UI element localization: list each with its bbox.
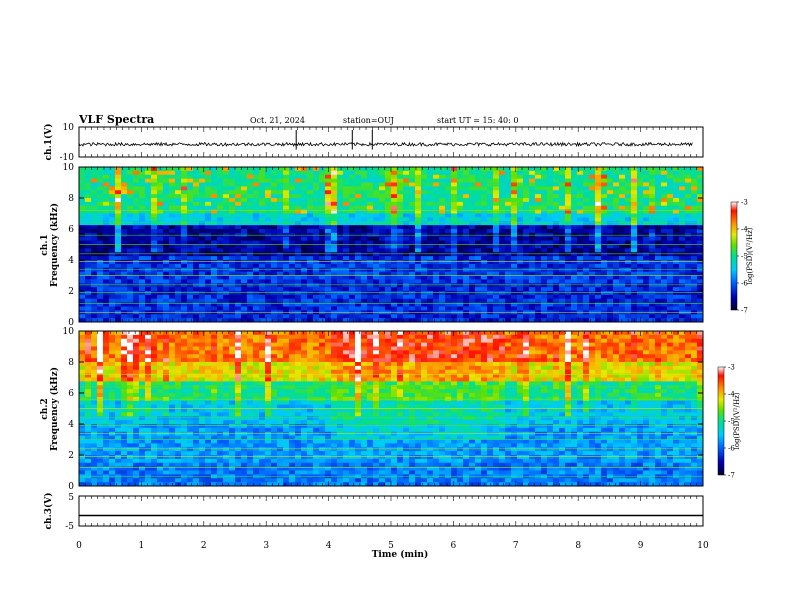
ch2-colorbar: [717, 366, 725, 476]
ch1-ytick-top: 10: [63, 123, 75, 133]
colorbar-tick-label: -4: [728, 391, 735, 399]
colorbar-tick-label: -7: [741, 307, 748, 315]
time-axis: 0 1 2 3 4 5 6 7 8 9 10: [76, 127, 709, 551]
ch2-yticks: 0 2 4 6 8 10: [63, 327, 703, 492]
time-tick-label: 8: [575, 541, 581, 551]
ch2-ylabel-line1: ch.2: [40, 398, 50, 419]
ch1-trace: [78, 141, 693, 148]
colorbar-tick-label: -5: [728, 418, 735, 426]
time-tick-label: 9: [638, 541, 644, 551]
ch1-waveform-panel: 10 -10 ch.1(V): [43, 123, 704, 163]
colorbar-tick-label: -7: [728, 472, 735, 480]
time-tick-label: 10: [697, 541, 709, 551]
time-tick-label: 0: [76, 541, 82, 551]
ch1-colorbar-ticks: -3 -4 -5 -6 -7: [737, 199, 748, 315]
ch2-colorbar-ticks: -3 -4 -5 -6 -7: [724, 364, 735, 480]
time-tick-label: 7: [513, 541, 519, 551]
ch1-ylabel-line2: Frequency (kHz): [49, 203, 60, 287]
freq-tick-label: 0: [68, 482, 74, 492]
ch1-spectrogram: [79, 167, 704, 323]
freq-tick-label: 6: [68, 225, 74, 235]
colorbar-tick-label: -4: [741, 226, 748, 234]
ch1-colorbar: [730, 201, 738, 311]
time-tick-label: 2: [201, 541, 207, 551]
date-label: Oct. 21, 2024: [250, 116, 305, 125]
time-tick-label: 1: [139, 541, 145, 551]
freq-tick-label: 4: [68, 256, 74, 266]
freq-tick-label: 10: [63, 163, 75, 173]
ch3-ytick-bottom: -5: [65, 522, 74, 532]
colorbar-tick-label: -3: [741, 199, 748, 207]
ch2-colorbar-label: log(PSD)(V²/Hz): [733, 392, 741, 449]
ch1-waveform: [78, 130, 693, 150]
freq-tick-label: 2: [68, 451, 74, 461]
colorbar-tick-label: -5: [741, 253, 748, 261]
ch3-volt-label: ch.3(V): [43, 493, 54, 530]
time-tick-label: 5: [388, 541, 394, 551]
ch2-ylabel-line2: Frequency (kHz): [49, 367, 60, 451]
ch3-ytick-top: 5: [68, 493, 74, 503]
time-tick-label: 4: [326, 541, 332, 551]
chart-title: VLF Spectra: [78, 113, 154, 126]
station-label: station=OUJ: [343, 116, 394, 125]
freq-tick-label: 0: [68, 318, 74, 328]
time-tick-label: 6: [451, 541, 457, 551]
freq-tick-label: 8: [68, 358, 74, 368]
ch1-ytick-bottom: -10: [60, 153, 75, 163]
ch1-colorbar-label: log(PSD)(V²/Hz): [746, 227, 754, 284]
ch3-waveform-panel: 5 -5 ch.3(V): [43, 493, 704, 532]
colorbar-tick-label: -6: [728, 445, 735, 453]
freq-tick-label: 6: [68, 389, 74, 399]
ch2-spectrogram: [79, 331, 704, 487]
colorbar-tick-label: -6: [741, 280, 748, 288]
freq-tick-label: 8: [68, 194, 74, 204]
freq-tick-label: 2: [68, 287, 74, 297]
colorbar-tick-label: -3: [728, 364, 735, 372]
ch1-volt-label: ch.1(V): [43, 124, 54, 161]
ch1-ylabel-line1: ch.1: [40, 234, 50, 255]
freq-tick-label: 10: [63, 327, 75, 337]
xaxis-label: Time (min): [372, 549, 429, 560]
time-tick-label: 3: [263, 541, 269, 551]
ch1-yticks: 0 2 4 6 8 10: [63, 163, 703, 328]
start-time-label: start UT = 15: 40: 0: [437, 116, 518, 125]
freq-tick-label: 4: [68, 420, 74, 430]
